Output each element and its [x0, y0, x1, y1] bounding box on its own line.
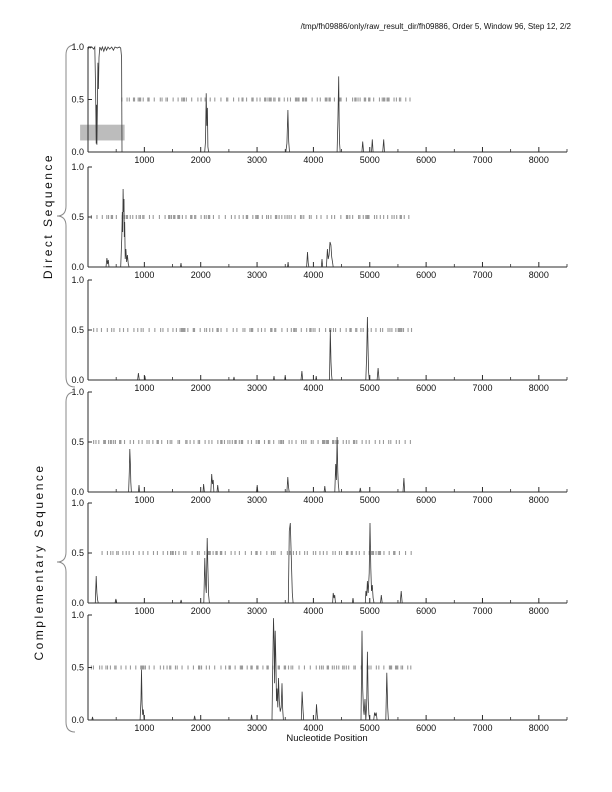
panel-2-x-tick-label: 7000	[472, 270, 492, 280]
panel-3-y-tick-label: 1.0	[71, 275, 84, 285]
panel-5-x-tick-label: 6000	[416, 606, 436, 616]
panel-3-x-tick-label: 3000	[247, 383, 267, 393]
panel-6-x-tick-label: 4000	[303, 723, 323, 733]
panel-4: 1.0 0.5 0.0 1000 2000 3000 4000 5000 6000 7000 800…	[71, 387, 568, 505]
panel-2-x-tick-label: 1000	[134, 270, 154, 280]
panel-1: 1.0 0.5 0.0 1000 2000 3000 4000 5000 6000 7000 800…	[71, 42, 568, 165]
panel-5-x-tick-label: 8000	[529, 606, 549, 616]
panel-1-x-tick-label: 2000	[191, 155, 211, 165]
panel-2-curve	[88, 188, 567, 268]
complementary-sequence-brace	[56, 391, 76, 733]
panel-1-y-tick-label: 0.5	[71, 95, 84, 105]
panel-5-x-tick-label: 2000	[191, 606, 211, 616]
panel-5-curve	[88, 522, 567, 604]
panel-2-y-tick-label: 1.0	[71, 162, 84, 172]
panel-5: 1.0 0.5 0.0 1000 2000 3000 4000 5000 6000 7000 800…	[71, 498, 568, 616]
panel-2-y-tick-label: 0.0	[71, 262, 84, 272]
panel-5-y-tick-label: 1.0	[71, 498, 84, 508]
panel-1-markers	[121, 97, 411, 102]
panel-1-x-tick-label: 3000	[247, 155, 267, 165]
panel-1-x-tick-label: 6000	[416, 155, 436, 165]
panel-5-x-tick-label: 3000	[247, 606, 267, 616]
panel-5-x-tick-label: 5000	[360, 606, 380, 616]
panel-4-x-tick-label: 7000	[472, 495, 492, 505]
panel-6: 1.0 0.5 0.0 1000 2000 3000 4000 5000 6000 7000 800…	[71, 610, 568, 733]
panel-2-x-tick-label: 5000	[360, 270, 380, 280]
panel-4-y-tick-label: 1.0	[71, 387, 84, 397]
panel-6-y-tick-label: 0.0	[71, 715, 84, 725]
x-axis-title: Nucleotide Position	[286, 733, 368, 744]
panel-4-x-tick-label: 8000	[529, 495, 549, 505]
panel-3-curve	[88, 316, 567, 381]
panel-2-y-tick-label: 0.5	[71, 212, 84, 222]
panel-6-x-tick-label: 7000	[472, 723, 492, 733]
panel-3-x-tick-label: 2000	[191, 383, 211, 393]
panel-4-x-tick-label: 1000	[134, 495, 154, 505]
direct-sequence-brace	[56, 44, 76, 388]
panel-3-x-tick-label: 6000	[416, 383, 436, 393]
panel-1-highlight-band	[80, 124, 125, 141]
panel-6-x-tick-label: 8000	[529, 723, 549, 733]
panel-4-markers	[93, 440, 411, 444]
panel-1-x-tick-label: 1000	[134, 155, 154, 165]
panel-3-x-tick-label: 8000	[529, 383, 549, 393]
panel-1-x-tick-label: 4000	[303, 155, 323, 165]
panel-2-x-tick-label: 2000	[191, 270, 211, 280]
panel-6-x-tick-label: 5000	[360, 723, 380, 733]
panel-3-y-tick-label: 0.5	[71, 325, 84, 335]
panel-4-x-tick-label: 2000	[191, 495, 211, 505]
panel-1-y-tick-label: 0.0	[71, 147, 84, 157]
panel-4-x-tick-label: 3000	[247, 495, 267, 505]
panel-1-x-tick-label: 7000	[472, 155, 492, 165]
panel-6-x-tick-label: 2000	[191, 723, 211, 733]
panel-6-x-tick-label: 3000	[247, 723, 267, 733]
panel-2: 1.0 0.5 0.0 1000 2000 3000 4000 5000 6000 7000 800…	[71, 162, 568, 280]
panel-3-y-tick-label: 0.0	[71, 375, 84, 385]
panel-4-y-tick-label: 0.5	[71, 437, 84, 447]
plot-title: /tmp/fh09886/only/raw_result_dir/fh09886…	[300, 22, 571, 31]
panel-3-markers	[93, 328, 413, 332]
panel-4-x-tick-label: 5000	[360, 495, 380, 505]
panel-5-x-tick-label: 4000	[303, 606, 323, 616]
panel-1-x-tick-label: 5000	[360, 155, 380, 165]
panel-4-x-tick-label: 6000	[416, 495, 436, 505]
panel-2-x-tick-label: 8000	[529, 270, 549, 280]
panel-1-x-tick-label: 8000	[529, 155, 549, 165]
panel-6-y-tick-label: 1.0	[71, 610, 84, 620]
panel-3-x-tick-label: 4000	[303, 383, 323, 393]
panel-1-y-tick-label: 1.0	[71, 42, 84, 52]
panel-6-y-tick-label: 0.5	[71, 663, 84, 673]
panel-3-x-tick-label: 7000	[472, 383, 492, 393]
panel-4-y-tick-label: 0.0	[71, 487, 84, 497]
panel-2-x-tick-label: 3000	[247, 270, 267, 280]
panel-6-x-tick-label: 1000	[134, 723, 154, 733]
panel-2-markers	[90, 215, 410, 219]
panel-5-x-tick-label: 7000	[472, 606, 492, 616]
panel-4-x-tick-label: 4000	[303, 495, 323, 505]
panel-3: 1.0 0.5 0.0 1000 2000 3000 4000 5000 6000 7000 800…	[71, 275, 568, 393]
panel-4-curve	[88, 436, 567, 493]
panel-6-markers	[90, 665, 412, 670]
panel-3-x-tick-label: 5000	[360, 383, 380, 393]
panel-2-x-tick-label: 4000	[303, 270, 323, 280]
panel-5-markers	[101, 551, 412, 555]
panel-5-x-tick-label: 1000	[134, 606, 154, 616]
panel-2-x-tick-label: 6000	[416, 270, 436, 280]
panel-5-y-tick-label: 0.0	[71, 598, 84, 608]
panel-5-y-tick-label: 0.5	[71, 548, 84, 558]
panel-6-x-tick-label: 6000	[416, 723, 436, 733]
panel-3-x-tick-label: 1000	[134, 383, 154, 393]
